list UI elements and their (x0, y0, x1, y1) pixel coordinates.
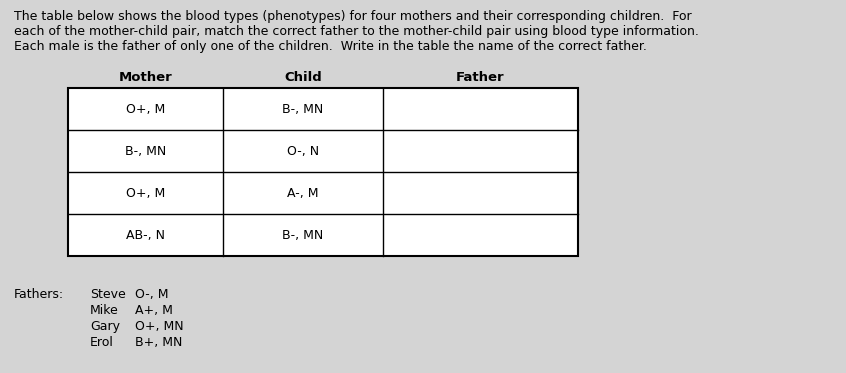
Text: Mike: Mike (90, 304, 118, 317)
Bar (68, 88, 578, 256)
Text: O+, MN: O+, MN (135, 320, 184, 333)
Text: B-, MN: B-, MN (125, 144, 166, 157)
Text: Each male is the father of only one of the children.  Write in the table the nam: Each male is the father of only one of t… (14, 40, 647, 53)
Text: Mother: Mother (118, 71, 173, 84)
Text: O-, N: O-, N (287, 144, 319, 157)
Text: Father: Father (456, 71, 505, 84)
Text: A-, M: A-, M (288, 186, 319, 200)
Text: O-, M: O-, M (135, 288, 168, 301)
Text: Steve: Steve (90, 288, 126, 301)
Text: B-, MN: B-, MN (283, 103, 324, 116)
Text: AB-, N: AB-, N (126, 229, 165, 241)
Text: O+, M: O+, M (126, 186, 165, 200)
Text: B-, MN: B-, MN (283, 229, 324, 241)
Text: Child: Child (284, 71, 321, 84)
Text: Gary: Gary (90, 320, 120, 333)
Text: B+, MN: B+, MN (135, 336, 183, 349)
Text: Fathers:: Fathers: (14, 288, 64, 301)
Text: A+, M: A+, M (135, 304, 173, 317)
Text: Erol: Erol (90, 336, 114, 349)
Text: O+, M: O+, M (126, 103, 165, 116)
Text: The table below shows the blood types (phenotypes) for four mothers and their co: The table below shows the blood types (p… (14, 10, 692, 23)
Text: each of the mother-child pair, match the correct father to the mother-child pair: each of the mother-child pair, match the… (14, 25, 699, 38)
